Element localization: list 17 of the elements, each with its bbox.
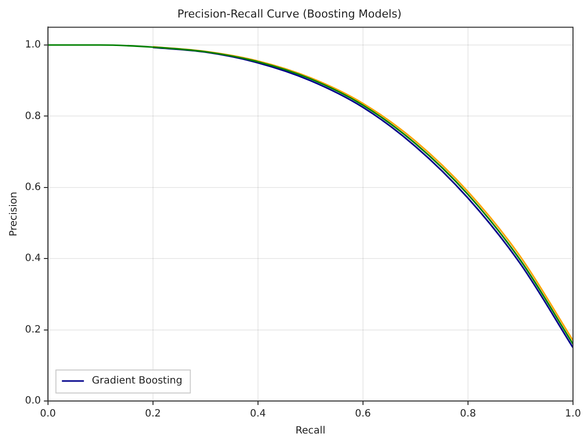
- x-tick-label: 0.4: [250, 408, 266, 420]
- y-axis-title: Precision: [8, 192, 20, 236]
- legend-label: Gradient Boosting: [92, 376, 182, 387]
- y-tick-label: 0.4: [24, 253, 41, 264]
- y-tick-label: 1.0: [24, 40, 41, 51]
- x-tick-label: 0.6: [355, 408, 371, 420]
- x-tick-label: 0.0: [40, 408, 56, 420]
- y-tick-label: 0.2: [24, 324, 41, 336]
- x-tick-label: 0.8: [460, 408, 476, 420]
- y-tick-label: 0.6: [24, 182, 41, 193]
- chart-title: Precision-Recall Curve (Boosting Models): [177, 7, 402, 20]
- line-series: [48, 44, 573, 345]
- y-tick-label: 0.0: [24, 396, 41, 407]
- x-axis-title: Recall: [296, 426, 326, 437]
- x-tick-label: 0.2: [144, 408, 161, 420]
- x-tick-label: 1.0: [565, 408, 581, 420]
- y-tick-label: 0.8: [24, 110, 41, 122]
